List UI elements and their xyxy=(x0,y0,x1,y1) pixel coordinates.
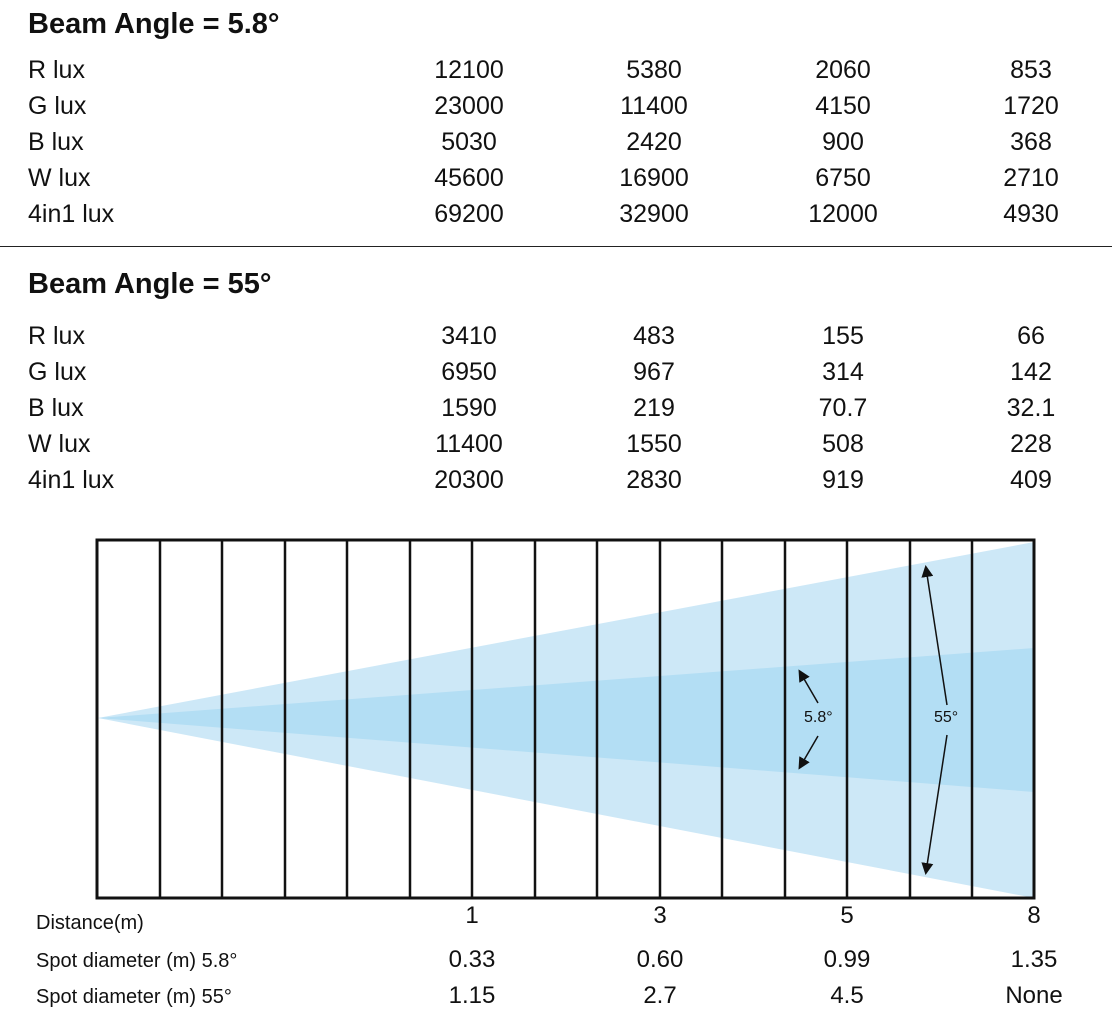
spot-55-value: 4.5 xyxy=(830,982,864,1009)
table-cell: 1720 xyxy=(1003,92,1059,120)
table-cell: 4930 xyxy=(1003,200,1059,228)
table-cell: 483 xyxy=(633,322,675,350)
distance-label: Distance(m) xyxy=(36,912,144,934)
narrow-angle-arrow-up xyxy=(798,669,819,704)
table-cell: 900 xyxy=(822,128,864,156)
distance-value: 3 xyxy=(653,902,667,929)
table-cell: 12100 xyxy=(434,56,504,84)
table-cell: 219 xyxy=(633,394,675,422)
table-cell: 16900 xyxy=(619,164,689,192)
table-cell: 409 xyxy=(1010,466,1052,494)
table-cell: 11400 xyxy=(435,430,503,458)
table-cell: 11400 xyxy=(620,92,688,120)
narrow-angle-arrow-down xyxy=(798,735,819,770)
table-cell: 1590 xyxy=(441,394,497,422)
spot-55-value: 2.7 xyxy=(643,982,677,1009)
table-cell: 3410 xyxy=(441,322,497,350)
spot-58-value: 0.33 xyxy=(448,946,496,973)
row-label: W lux xyxy=(28,430,91,458)
table-cell: 4150 xyxy=(815,92,871,120)
table-cell: 2420 xyxy=(626,128,682,156)
table-cell: 2060 xyxy=(815,56,871,84)
row-label: B lux xyxy=(28,128,84,156)
table-cell: 228 xyxy=(1010,430,1052,458)
spot-55-value: 1.15 xyxy=(448,982,496,1009)
table-cell: 142 xyxy=(1010,358,1052,386)
narrow-angle-label: 5.8° xyxy=(804,709,833,726)
table-cell: 919 xyxy=(822,466,864,494)
wide-angle-arrow-up xyxy=(921,565,948,706)
section-title-5-8: Beam Angle = 5.8° xyxy=(28,8,280,40)
wide-angle-arrow-down xyxy=(921,734,948,875)
table-cell: 853 xyxy=(1010,56,1052,84)
table-cell: 967 xyxy=(633,358,675,386)
table-cell: 368 xyxy=(1010,128,1052,156)
table-cell: 69200 xyxy=(434,200,504,228)
narrow-beam-cone xyxy=(98,648,1034,792)
spot-58-value: 1.35 xyxy=(1010,946,1058,973)
row-label: R lux xyxy=(28,322,85,350)
row-label: G lux xyxy=(28,358,87,386)
table-cell: 5030 xyxy=(441,128,497,156)
table-cell: 12000 xyxy=(808,200,878,228)
table-cell: 45600 xyxy=(434,164,504,192)
distance-grid xyxy=(158,540,974,898)
row-label: W lux xyxy=(28,164,91,192)
distance-value: 8 xyxy=(1027,902,1041,929)
table-cell: 23000 xyxy=(434,92,504,120)
row-label: R lux xyxy=(28,56,85,84)
spot-58-value: 0.60 xyxy=(636,946,684,973)
table-cell: 6950 xyxy=(441,358,497,386)
table-cell: 2830 xyxy=(626,466,682,494)
spot-58-value: 0.99 xyxy=(823,946,871,973)
table-cell: 1550 xyxy=(626,430,682,458)
table-cell: 6750 xyxy=(815,164,871,192)
table-cell: 2710 xyxy=(1003,164,1059,192)
table-cell: 66 xyxy=(1017,322,1045,350)
table-cell: 314 xyxy=(822,358,864,386)
distance-value: 5 xyxy=(840,902,854,929)
section-title-55: Beam Angle = 55° xyxy=(28,268,272,300)
table-cell: 20300 xyxy=(434,466,504,494)
spot-55-label: Spot diameter (m) 55° xyxy=(36,986,232,1008)
table-cell: 32.1 xyxy=(1006,394,1056,422)
table-cell: 5380 xyxy=(626,56,682,84)
table-cell: 32900 xyxy=(619,200,689,228)
row-label: 4in1 lux xyxy=(28,200,115,228)
table-cell: 70.7 xyxy=(818,394,868,422)
distance-value: 1 xyxy=(465,902,479,929)
section-divider xyxy=(0,246,1112,247)
table-cell: 508 xyxy=(822,430,864,458)
row-label: B lux xyxy=(28,394,84,422)
spot-58-label: Spot diameter (m) 5.8° xyxy=(36,950,238,972)
table-cell: 155 xyxy=(822,322,864,350)
row-label: 4in1 lux xyxy=(28,466,115,494)
row-label: G lux xyxy=(28,92,87,120)
wide-angle-label: 55° xyxy=(934,709,959,726)
diagram-frame xyxy=(95,538,1036,900)
spot-55-value: None xyxy=(1005,982,1063,1009)
